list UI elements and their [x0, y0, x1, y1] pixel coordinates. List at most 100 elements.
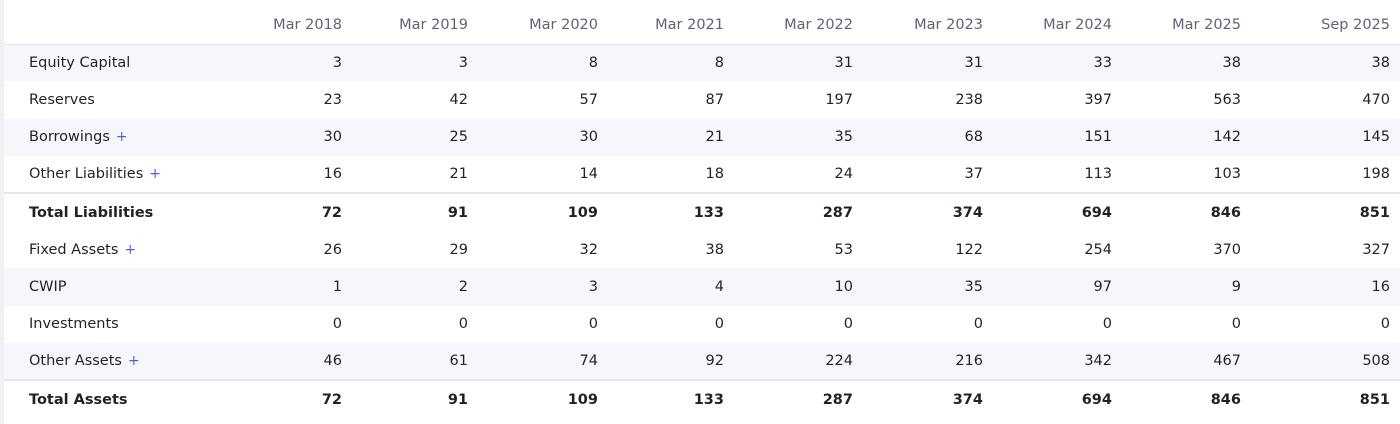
table-cell: 563: [1213, 91, 1241, 108]
table-cell: 374: [865, 192, 995, 232]
header-label-cell: [4, 0, 238, 45]
panel-left-border: [0, 0, 4, 424]
table-cell: 87: [705, 91, 724, 108]
table-cell: 23: [323, 91, 342, 108]
table-cell: 33: [995, 44, 1124, 82]
table-cell: 35: [865, 268, 995, 306]
table-cell: 133: [610, 192, 736, 232]
table-cell: 68: [865, 118, 995, 156]
table-cell: 397: [1084, 91, 1112, 108]
table-cell: 74: [480, 343, 610, 381]
expand-plus-icon[interactable]: +: [124, 241, 137, 258]
table-cell: 508: [1253, 343, 1400, 381]
table-cell: 30: [238, 118, 354, 156]
table-cell: 3: [238, 44, 354, 82]
table-row-equity-capital: Equity Capital 3 3 8 8 31 31 33 38 38: [4, 44, 1400, 82]
table-cell: 3: [480, 268, 610, 306]
table-cell: 1: [238, 268, 354, 306]
table-cell: 122: [955, 241, 983, 258]
column-header: Mar 2024: [995, 0, 1124, 45]
row-label-text: Other Liabilities: [29, 166, 144, 183]
table-cell: 31: [736, 44, 865, 82]
table-cell: 16: [1253, 268, 1400, 306]
other-liabilities-expand-button[interactable]: Other Liabilities +: [29, 166, 161, 182]
table-cell: 53: [834, 241, 853, 258]
expand-plus-icon[interactable]: +: [115, 129, 128, 146]
table-cell: 25: [354, 118, 480, 156]
table-row-investments: Investments 0 0 0 0 0 0 0 0 0: [4, 306, 1400, 343]
table-row-total-assets: Total Assets 72 91 109 133 287 374 694 8…: [4, 379, 1400, 419]
table-cell: 97: [995, 268, 1124, 306]
table-cell: 851: [1253, 192, 1400, 232]
table-cell: 37: [964, 166, 983, 183]
fixed-assets-expand-button[interactable]: Fixed Assets +: [29, 242, 136, 258]
expand-plus-icon[interactable]: +: [149, 166, 161, 183]
row-label: Investments: [29, 316, 119, 333]
table-cell: 287: [736, 379, 865, 419]
row-label-text: Other Assets: [29, 353, 122, 370]
table-cell: 254: [1084, 241, 1112, 258]
table-cell: 0: [843, 316, 853, 333]
row-label-expandable: Other Liabilities +: [4, 156, 238, 193]
table-cell: 197: [825, 91, 853, 108]
column-header: Sep 2025: [1253, 0, 1400, 45]
column-header: Mar 2025: [1124, 0, 1253, 45]
table-cell: 109: [480, 379, 610, 419]
table-cell: 91: [354, 379, 480, 419]
table-cell: 145: [1253, 118, 1400, 156]
table-cell: 694: [995, 379, 1124, 419]
table-cell: 342: [995, 343, 1124, 381]
table-cell: 0: [1231, 316, 1241, 333]
column-header: Mar 2019: [354, 0, 480, 45]
row-label-expandable: Other Assets +: [4, 343, 238, 381]
row-label-text: Fixed Assets: [29, 241, 119, 258]
table-cell: 72: [238, 379, 354, 419]
column-header: Mar 2020: [480, 0, 610, 45]
table-cell: 21: [449, 166, 468, 183]
table-cell: 38: [705, 241, 724, 258]
table-cell: 2: [354, 268, 480, 306]
table-cell: 57: [579, 91, 598, 108]
row-label-text: Borrowings: [29, 129, 110, 146]
table-cell: 3: [354, 44, 480, 82]
row-label: Total Assets: [4, 379, 238, 419]
table-cell: 374: [865, 379, 995, 419]
table-row-cwip: CWIP 1 2 3 4 10 35 97 9 16: [4, 268, 1400, 306]
table-cell: 32: [579, 241, 598, 258]
column-header: Mar 2018: [238, 0, 354, 45]
table-cell: 42: [449, 91, 468, 108]
table-cell: 92: [610, 343, 736, 381]
table-cell: 0: [714, 316, 724, 333]
table-cell: 9: [1124, 268, 1253, 306]
table-cell: 91: [354, 192, 480, 232]
column-header: Mar 2021: [610, 0, 736, 45]
header-row: Mar 2018 Mar 2019 Mar 2020 Mar 2021 Mar …: [4, 0, 1400, 45]
table-cell: 694: [995, 192, 1124, 232]
table-cell: 238: [955, 91, 983, 108]
table-cell: 72: [238, 192, 354, 232]
table-cell: 21: [610, 118, 736, 156]
table-cell: 16: [323, 166, 342, 183]
table-cell: 0: [973, 316, 983, 333]
table-cell: 216: [865, 343, 995, 381]
table-cell: 467: [1124, 343, 1253, 381]
table-cell: 29: [449, 241, 468, 258]
table-cell: 10: [736, 268, 865, 306]
table-cell: 4: [610, 268, 736, 306]
table-cell: 18: [705, 166, 724, 183]
borrowings-expand-button[interactable]: Borrowings +: [29, 129, 128, 145]
column-header: Mar 2023: [865, 0, 995, 45]
table-cell: 846: [1124, 192, 1253, 232]
other-assets-expand-button[interactable]: Other Assets +: [29, 353, 140, 369]
row-label-expandable: Borrowings +: [4, 118, 238, 156]
table-row-fixed-assets: Fixed Assets + 26 29 32 38 53 122 254 370…: [4, 231, 1400, 268]
expand-plus-icon[interactable]: +: [127, 353, 140, 370]
table-cell: 198: [1362, 166, 1390, 183]
table-cell: 0: [1102, 316, 1112, 333]
table-cell: 30: [480, 118, 610, 156]
table-cell: 133: [610, 379, 736, 419]
table-cell: 24: [834, 166, 853, 183]
table-cell: 31: [865, 44, 995, 82]
table-cell: 0: [332, 316, 342, 333]
table-row-borrowings: Borrowings + 30 25 30 21 35 68 151 142 14…: [4, 118, 1400, 156]
